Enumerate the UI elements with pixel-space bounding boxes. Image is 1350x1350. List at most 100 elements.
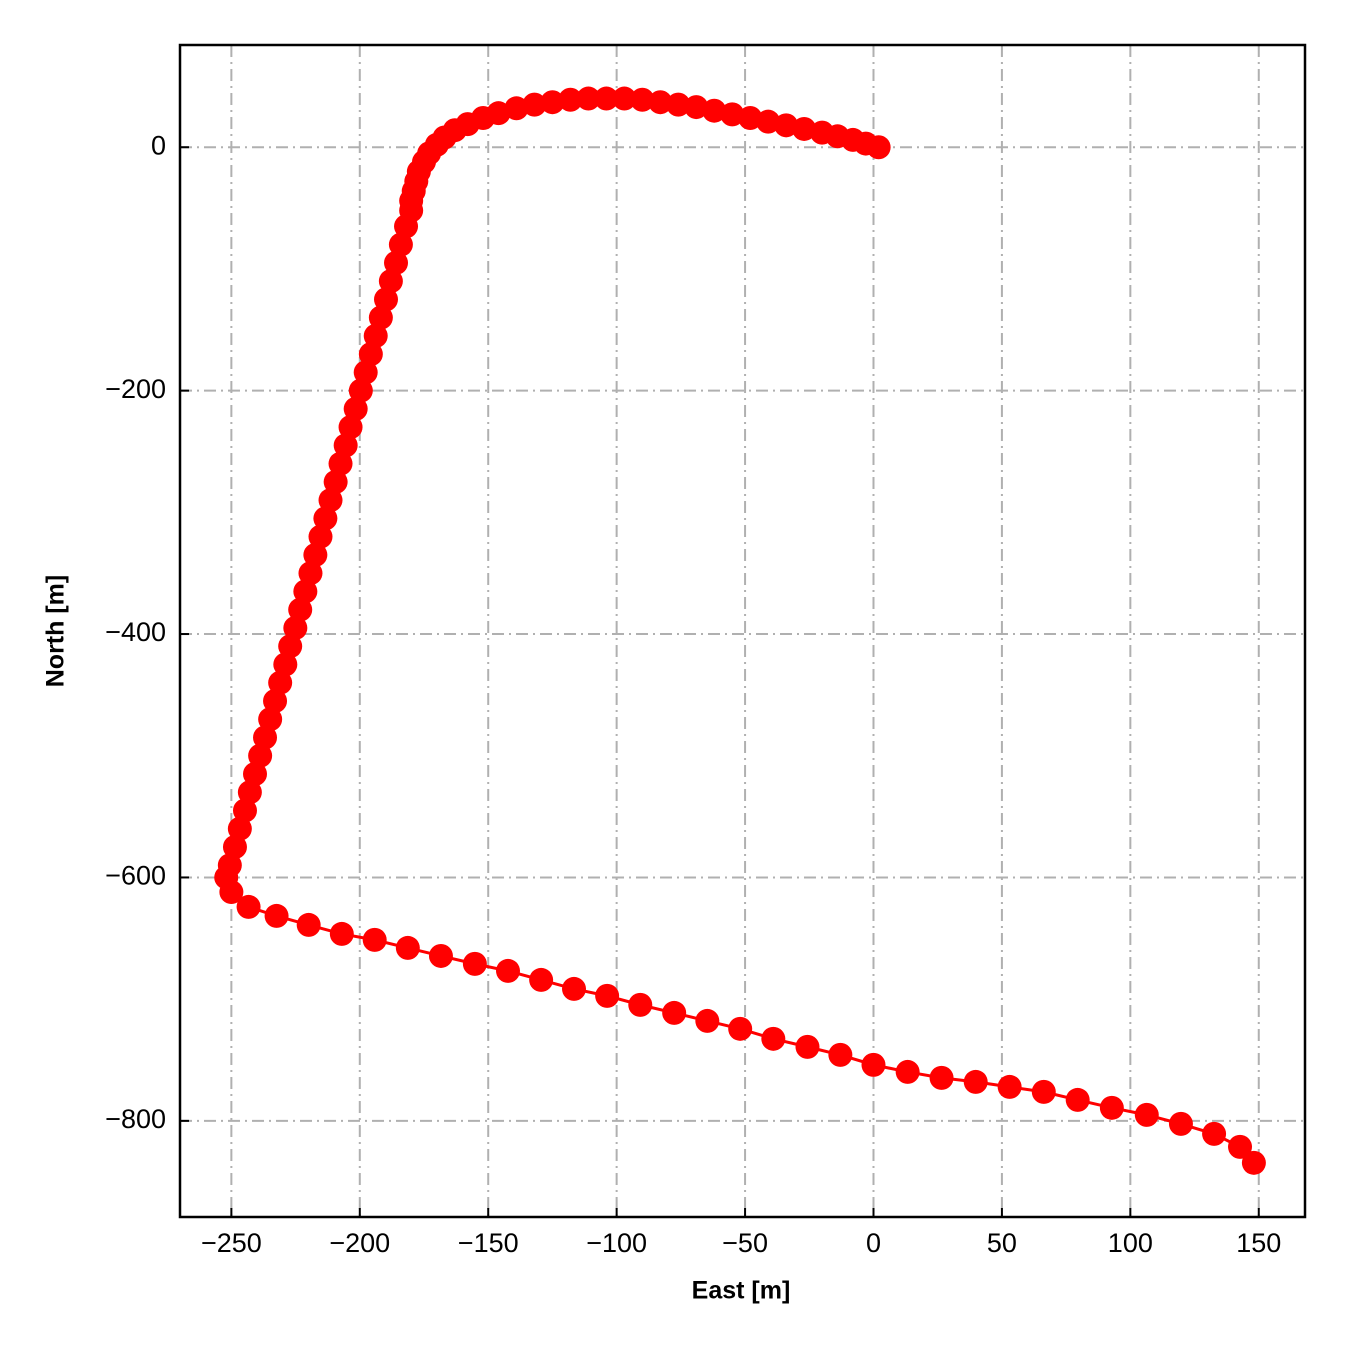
marker xyxy=(227,816,252,841)
marker xyxy=(328,451,353,476)
marker xyxy=(353,360,378,385)
marker xyxy=(522,92,547,117)
marker xyxy=(368,305,393,330)
marker xyxy=(1134,1102,1159,1127)
marker xyxy=(504,96,529,121)
x-tick-label: 100 xyxy=(1108,1228,1153,1258)
marker xyxy=(394,214,419,239)
marker xyxy=(253,725,278,750)
marker xyxy=(738,106,763,131)
marker xyxy=(630,87,655,112)
marker xyxy=(662,1000,687,1025)
marker xyxy=(343,396,368,421)
marker xyxy=(373,287,398,312)
x-tick-label: 50 xyxy=(987,1228,1017,1258)
marker xyxy=(756,109,781,134)
x-tick-label: −150 xyxy=(458,1228,519,1258)
marker xyxy=(288,597,313,622)
marker xyxy=(558,87,583,112)
x-tick-label: −50 xyxy=(722,1228,768,1258)
marker xyxy=(338,415,363,440)
marker xyxy=(293,579,318,604)
marker xyxy=(273,652,298,677)
marker xyxy=(243,762,267,787)
marker xyxy=(595,983,620,1008)
marker xyxy=(774,113,799,138)
marker xyxy=(219,880,244,905)
marker xyxy=(462,951,487,976)
marker xyxy=(1065,1087,1090,1112)
marker xyxy=(329,921,354,946)
marker xyxy=(313,506,338,531)
marker xyxy=(283,615,308,640)
marker xyxy=(258,707,283,732)
marker xyxy=(529,967,554,992)
marker xyxy=(795,1034,820,1059)
marker xyxy=(1241,1150,1266,1175)
marker xyxy=(576,86,601,111)
x-tick-label: 0 xyxy=(866,1228,881,1258)
marker xyxy=(263,688,288,713)
marker xyxy=(895,1059,920,1084)
marker xyxy=(362,927,387,952)
y-tick-label: −200 xyxy=(105,374,166,404)
marker xyxy=(268,670,293,695)
marker xyxy=(792,116,817,141)
marker xyxy=(997,1074,1022,1099)
y-axis-title: North [m] xyxy=(42,575,70,687)
marker xyxy=(861,1052,886,1077)
marker xyxy=(628,992,653,1017)
plot-frame xyxy=(178,43,1307,1219)
marker xyxy=(298,561,323,586)
marker xyxy=(303,542,328,567)
marker xyxy=(728,1016,753,1041)
x-tick-label: 150 xyxy=(1236,1228,1281,1258)
marker xyxy=(388,232,413,257)
marker xyxy=(540,90,565,115)
marker xyxy=(720,102,745,127)
y-tick-label: −400 xyxy=(105,617,166,647)
marker xyxy=(308,524,333,549)
marker xyxy=(378,269,403,294)
marker xyxy=(810,120,835,145)
marker xyxy=(495,958,520,983)
marker xyxy=(963,1069,988,1094)
x-tick-label: −100 xyxy=(586,1228,647,1258)
marker xyxy=(1099,1095,1124,1120)
marker xyxy=(384,250,409,275)
marker xyxy=(828,1042,853,1067)
marker xyxy=(395,935,420,960)
marker xyxy=(248,743,273,768)
line xyxy=(224,97,1256,1164)
marker xyxy=(264,903,289,928)
x-tick-label: −200 xyxy=(329,1228,390,1258)
marker xyxy=(296,912,321,937)
marker xyxy=(594,86,619,111)
y-tick-label: −600 xyxy=(105,861,166,891)
marker xyxy=(929,1065,954,1090)
marker xyxy=(1228,1134,1253,1159)
marker xyxy=(562,976,587,1001)
marker xyxy=(222,835,247,860)
marker xyxy=(428,943,453,968)
marker xyxy=(648,90,673,115)
y-tick-label: −800 xyxy=(105,1104,166,1134)
marker xyxy=(702,98,727,123)
marker xyxy=(612,86,637,111)
marker xyxy=(237,780,262,805)
x-axis-title: East [m] xyxy=(692,1277,791,1305)
marker xyxy=(358,342,383,367)
marker xyxy=(232,798,257,823)
marker xyxy=(684,95,709,120)
marker xyxy=(1031,1079,1056,1104)
marker xyxy=(363,323,388,348)
marker xyxy=(278,634,303,659)
marker xyxy=(323,469,348,494)
marker xyxy=(1168,1111,1193,1136)
marker xyxy=(236,894,261,919)
marker xyxy=(761,1026,786,1051)
marker xyxy=(333,433,358,458)
marker xyxy=(695,1008,720,1033)
